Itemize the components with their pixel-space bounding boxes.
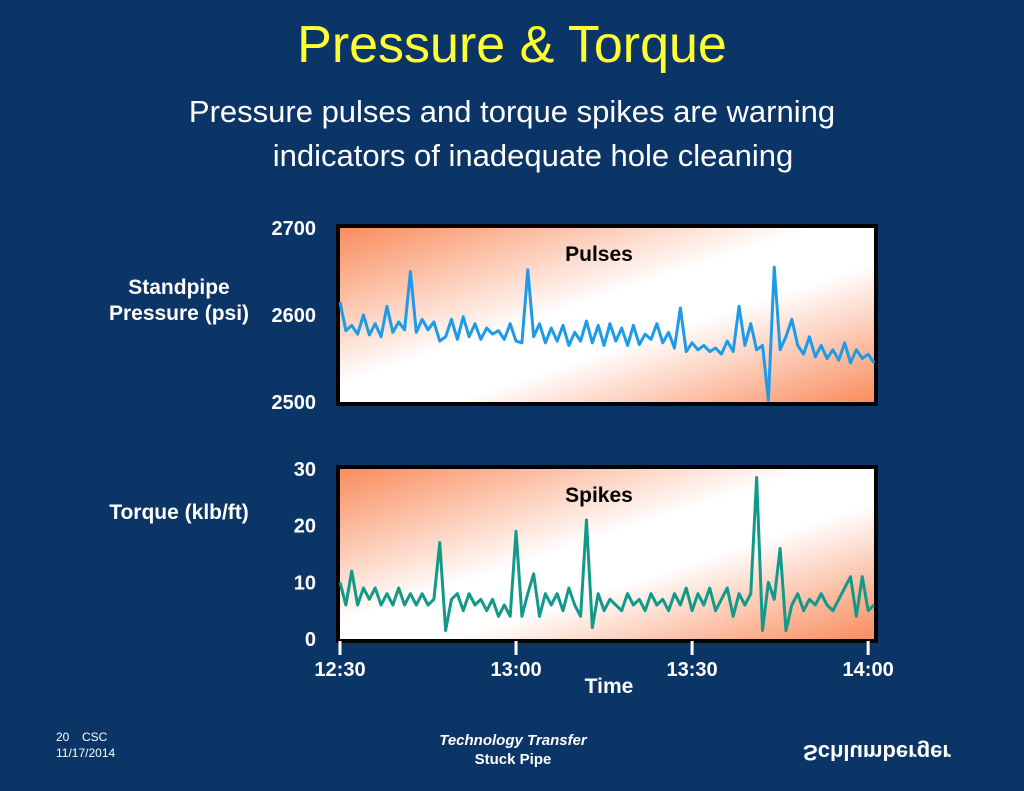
y-tick-label: 2600: [272, 305, 317, 327]
y-tick-label: 10: [294, 572, 316, 594]
y-tick-label: 2700: [272, 218, 317, 240]
data-line: [338, 476, 876, 632]
y-tick-label: 2500: [272, 392, 317, 414]
annotation: Spikes: [565, 484, 633, 507]
footer-text: Technology Transfer: [439, 732, 588, 749]
subtitle-line: Pressure pulses and torque spikes are wa…: [189, 94, 835, 129]
footer-text: Stuck Pipe: [475, 751, 552, 768]
x-axis-label: Time: [585, 675, 634, 698]
annotation: Pulses: [565, 243, 633, 266]
data-line: [338, 265, 876, 402]
footer-date: 11/17/2014: [56, 746, 115, 760]
slide-title: Pressure & Torque: [297, 16, 727, 74]
plot-area: [336, 465, 878, 643]
y-tick-label: 20: [294, 516, 316, 538]
x-tick-label: 14:00: [843, 659, 894, 681]
x-tick-label: 12:30: [314, 659, 365, 681]
y-tick-label: 0: [305, 629, 316, 651]
y-tick-label: 30: [294, 459, 316, 481]
page-number: 20: [56, 730, 70, 744]
footer-org: CSC: [82, 730, 108, 744]
x-tick-label: 13:00: [490, 659, 541, 681]
x-tick-label: 13:30: [667, 659, 718, 681]
y-axis-label: Torque (klb/ft): [109, 501, 249, 524]
plot-area: [336, 224, 878, 406]
y-axis-label: Standpipe Pressure (psi): [108, 276, 250, 325]
subtitle-line: indicators of inadequate hole cleaning: [273, 138, 794, 173]
logo: Schlumberger: [803, 740, 951, 765]
